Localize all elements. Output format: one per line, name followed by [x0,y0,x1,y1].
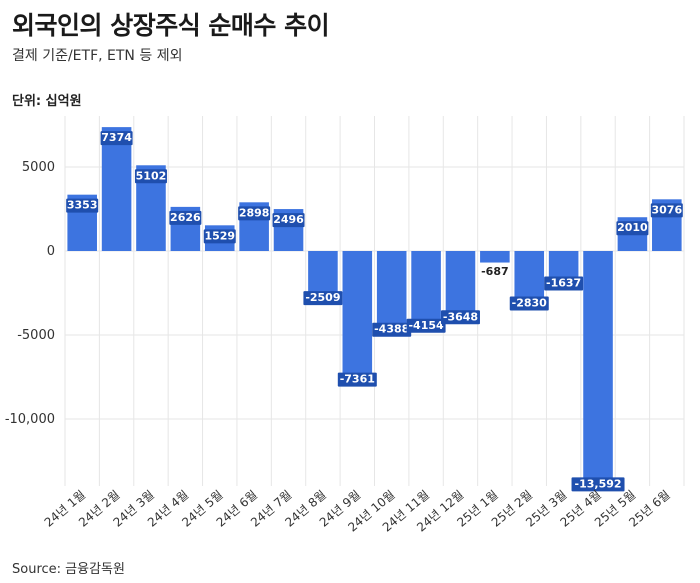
bar [308,251,338,294]
data-label: 1529 [203,229,236,244]
data-label-text: -7361 [340,373,375,386]
bar [376,251,407,325]
data-label-text: 3353 [67,199,98,212]
data-label-background [203,229,236,244]
data-label-text: -2830 [512,297,548,310]
data-label-text: 5102 [136,169,167,182]
data-label-text: -4388 [374,323,409,336]
y-tick-label: 0 [47,244,55,259]
data-label-background [509,296,549,311]
data-label-background [406,318,446,333]
data-label: -2830 [509,296,549,311]
bar [342,251,373,375]
y-tick-label: -10,000 [5,412,55,427]
data-label: 2626 [169,210,202,225]
data-label-text: -3648 [443,310,478,323]
data-label-background [100,131,133,146]
data-label: 3076 [650,203,683,218]
bar [514,251,545,299]
data-label: -2509 [303,291,343,306]
data-label-text: 2010 [617,221,648,234]
bar [480,251,510,263]
data-label-background [544,276,584,291]
bar [583,251,613,480]
data-label-background [337,372,377,387]
data-label: 7374 [100,131,133,146]
data-label-text: 1529 [204,229,235,242]
data-label-text: -687 [481,265,509,278]
data-label-background [372,322,412,337]
bar [445,251,476,313]
y-tick-label: -5000 [17,328,55,343]
unit-label: 단위: 십억원 [12,94,82,109]
data-label-text: -4154 [408,319,444,332]
data-label-text: -1637 [546,277,581,290]
y-tick-label: 5000 [22,160,55,175]
y-axis-ticks: 5000 0 -5000 -10,000 [5,160,55,427]
bar [548,251,579,279]
data-label: 3353 [66,198,99,213]
data-label-background [272,213,305,228]
data-label: -3648 [440,310,480,325]
data-label: -1637 [544,276,584,291]
data-label-text: 7374 [101,131,132,144]
data-label: -687 [481,265,509,278]
data-label-text: 2898 [239,206,270,219]
data-label: -4154 [406,318,446,333]
data-label-text: 2626 [170,211,201,224]
data-label: -7361 [337,372,377,387]
data-label-background [134,169,167,184]
data-label-text: -13,592 [575,477,622,490]
data-label-text: 3076 [651,203,682,216]
bar [101,127,132,251]
data-label-background [303,291,343,306]
data-label: 2898 [238,206,271,221]
bar [411,251,441,321]
data-label-background [66,198,99,213]
data-label-background [650,203,683,218]
data-label: 5102 [134,169,167,184]
data-label: -4388 [372,322,412,337]
data-label-text: 2496 [273,213,304,226]
source-note: Source: 금융감독원 [12,562,125,577]
data-label-background [571,477,625,492]
data-label-background [169,210,202,225]
data-label-text: -2509 [305,291,340,304]
data-label-background [440,310,480,325]
data-label: 2496 [272,213,305,228]
data-label: -13,592 [571,477,625,492]
data-label-background [616,221,649,236]
chart-title: 외국인의 상장주식 순매수 추이 [12,11,330,40]
chart-subtitle: 결제 기준/ETF, ETN 등 제외 [12,48,183,64]
data-label-background [238,206,271,221]
data-label: 2010 [616,221,649,236]
